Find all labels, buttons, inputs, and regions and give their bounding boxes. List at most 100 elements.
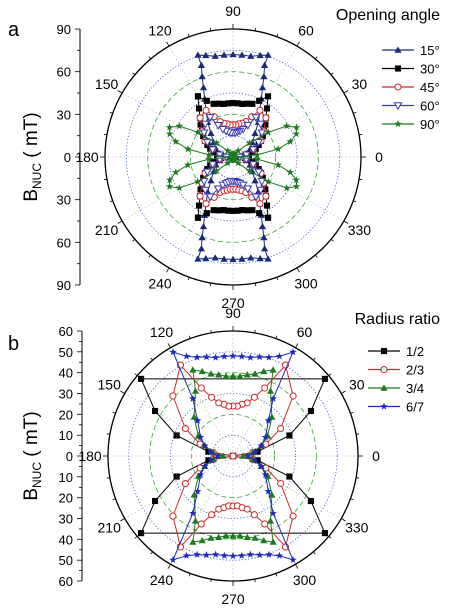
data-point xyxy=(195,202,203,209)
data-point xyxy=(220,352,229,360)
data-point xyxy=(256,106,264,114)
legend-label: 90° xyxy=(420,117,440,132)
data-point xyxy=(211,353,220,361)
data-point xyxy=(194,214,202,221)
data-point xyxy=(207,534,215,541)
data-point xyxy=(172,137,180,145)
data-point xyxy=(256,186,266,195)
angle-tick-mark xyxy=(343,90,349,94)
data-point xyxy=(247,52,255,59)
angle-tick-mark xyxy=(132,72,136,76)
grid-spoke xyxy=(232,45,298,158)
data-point xyxy=(203,97,210,104)
data-point xyxy=(224,159,232,167)
data-point xyxy=(274,161,282,169)
data-point xyxy=(251,177,259,184)
data-point xyxy=(237,352,246,360)
data-point xyxy=(256,51,264,59)
data-point xyxy=(289,348,297,356)
data-point xyxy=(196,192,204,200)
data-point xyxy=(211,52,219,59)
data-point xyxy=(202,168,212,177)
data-point xyxy=(258,83,267,91)
radial-tick-label: 60 xyxy=(59,324,73,339)
data-point xyxy=(244,452,252,460)
data-point xyxy=(215,371,223,378)
data-point xyxy=(191,517,200,524)
radial-tick-label: 60 xyxy=(59,574,73,589)
legend-label: 6/7 xyxy=(406,400,424,415)
data-point xyxy=(260,61,269,68)
angle-tick-mark xyxy=(296,41,300,47)
data-point xyxy=(165,123,174,131)
data-point xyxy=(229,532,237,539)
data-point xyxy=(268,413,276,420)
angle-tick-mark xyxy=(330,238,334,242)
data-point xyxy=(257,441,265,449)
data-point xyxy=(255,353,264,361)
data-point xyxy=(256,97,263,104)
angle-tick-mark xyxy=(132,238,136,242)
data-point xyxy=(225,100,232,107)
data-point xyxy=(234,146,242,154)
data-point xyxy=(307,407,315,415)
data-point xyxy=(138,375,145,382)
data-point xyxy=(256,200,264,208)
angle-tick-mark xyxy=(148,254,152,258)
data-point xyxy=(251,193,261,202)
data-point xyxy=(194,93,202,100)
angle-tick-mark xyxy=(210,329,212,333)
legend-marker xyxy=(380,402,388,410)
radial-tick-label: 50 xyxy=(59,345,73,360)
data-point xyxy=(229,352,237,360)
data-point xyxy=(238,181,248,190)
data-point xyxy=(269,509,277,517)
data-point xyxy=(202,138,212,147)
data-point xyxy=(243,371,251,378)
data-point xyxy=(205,193,215,202)
data-point xyxy=(260,367,268,375)
angle-tick-mark xyxy=(117,220,123,224)
data-point xyxy=(202,106,210,114)
angle-tick-label: 300 xyxy=(293,572,317,588)
data-point xyxy=(286,168,294,176)
data-point xyxy=(208,393,216,401)
data-point xyxy=(205,457,212,464)
data-point xyxy=(227,149,235,157)
data-point xyxy=(196,433,205,441)
angle-tick-mark xyxy=(314,254,318,258)
data-point xyxy=(194,51,202,58)
data-point xyxy=(275,352,284,360)
data-point xyxy=(265,550,273,558)
grid-circle xyxy=(190,413,276,499)
panel-title: Opening angle xyxy=(336,7,440,24)
angle-tick-label: 180 xyxy=(78,448,102,464)
angle-tick-mark xyxy=(210,579,212,583)
angle-tick-mark xyxy=(276,277,279,281)
data-point xyxy=(230,155,238,163)
data-point xyxy=(190,491,198,498)
data-point xyxy=(264,177,273,185)
angle-tick-mark xyxy=(341,518,346,522)
y-axis-label: BNUC ( mT) xyxy=(21,112,44,201)
data-point xyxy=(201,462,209,470)
angle-tick-label: 330 xyxy=(345,520,369,536)
angle-tick-label: 120 xyxy=(150,324,174,340)
data-point xyxy=(138,530,145,537)
data-point xyxy=(213,122,223,130)
data-point xyxy=(200,120,210,129)
data-point xyxy=(251,129,259,137)
data-point xyxy=(181,479,189,488)
data-point xyxy=(289,556,297,564)
legend-marker xyxy=(394,65,402,72)
data-point xyxy=(215,399,223,407)
angle-tick-label: 30 xyxy=(352,76,368,92)
angle-tick-label: 60 xyxy=(298,23,314,39)
angle-tick-mark xyxy=(134,373,138,377)
grid-circle xyxy=(125,49,341,265)
angle-tick-mark xyxy=(109,200,113,203)
data-point xyxy=(229,452,237,460)
radial-tick-label: 20 xyxy=(59,491,73,506)
data-point xyxy=(229,207,237,214)
angle-tick-mark xyxy=(188,573,191,577)
